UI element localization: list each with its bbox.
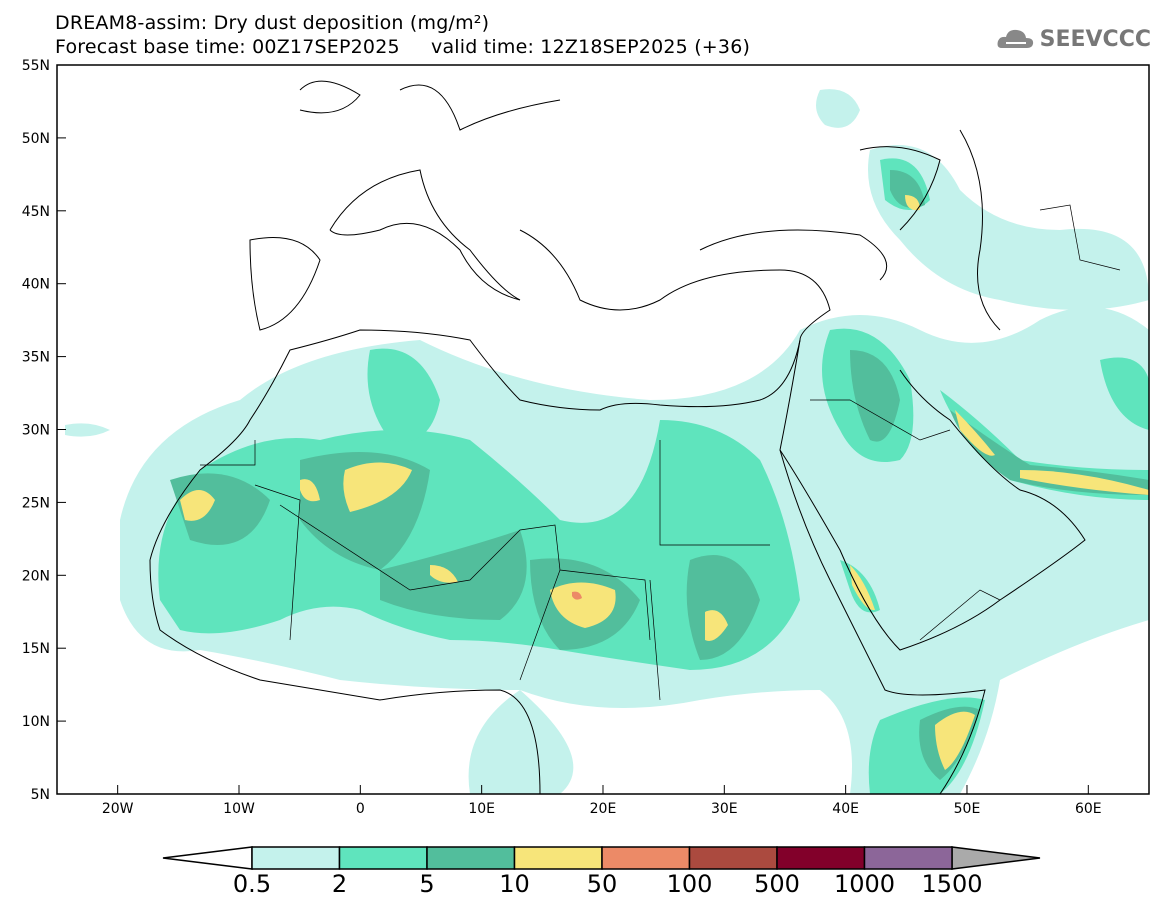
lat-label: 40N [22,277,50,293]
lat-label: 15N [22,641,50,657]
colorbar-label: 1000 [833,870,896,898]
colorbar-swatch [863,846,953,870]
colorbar [162,846,1041,870]
base-time: Forecast base time: 00Z17SEP2025 [55,36,400,58]
lon-label: 50E [954,801,981,817]
lon-label: 10E [468,801,495,817]
map-subtitle: Forecast base time: 00Z17SEP2025 valid t… [55,36,750,58]
map-title: DREAM8-assim: Dry dust deposition (mg/m²… [55,12,490,34]
valid-time: valid time: 12Z18SEP2025 (+36) [431,36,751,58]
colorbar-swatch [776,846,866,870]
colorbar-label: 500 [754,870,800,898]
colorbar-swatch [688,846,778,870]
colorbar-label: 2 [331,870,348,898]
borders [200,204,1121,701]
lon-label: 0 [356,801,365,817]
dust-shading [65,89,1149,794]
colorbar-label: 1500 [921,870,983,898]
logo-text: SEEVCCC [1039,26,1151,52]
seevccc-logo: SEEVCCC [996,26,1151,52]
colorbar-swatch [251,846,341,870]
lat-label: 30N [22,423,50,439]
lat-label: 55N [22,58,50,74]
colorbar-label: 100 [666,870,713,898]
colorbar-swatch [601,846,691,870]
lat-label: 45N [22,204,50,220]
lon-label: 40E [832,801,859,817]
colorbar-label: 50 [586,870,618,898]
colorbar-label: 10 [499,870,530,898]
lat-label: 5N [31,787,50,803]
colorbar-over-arrow [951,846,1041,870]
lon-label: 60E [1075,801,1102,817]
colorbar-label: 0.5 [232,870,272,898]
lon-label: 30E [711,801,738,817]
lon-label: 20E [590,801,617,817]
colorbar-swatch [513,846,603,870]
colorbar-swatch [338,846,428,870]
coastlines [149,80,1086,794]
colorbar-label: 5 [419,870,435,898]
colorbar-swatch [426,846,516,870]
lat-label: 25N [22,495,50,511]
lon-label: 10W [223,801,255,817]
lat-label: 10N [22,714,50,730]
cloud-icon [997,29,1033,48]
colorbar-under-arrow [162,846,253,870]
lat-label: 20N [22,568,50,584]
lon-label: 20W [102,801,134,817]
lat-label: 50N [22,131,50,147]
lat-label: 35N [22,350,50,366]
